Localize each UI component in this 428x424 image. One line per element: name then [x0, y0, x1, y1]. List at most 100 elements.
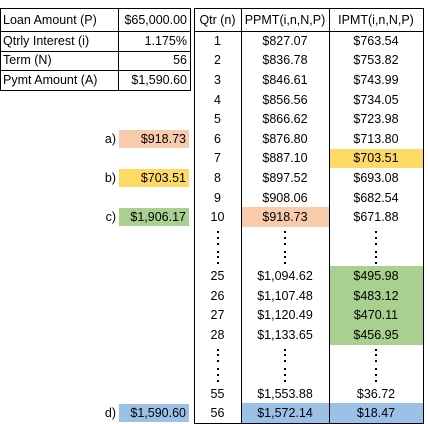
ipmt-cell: $495.98 — [329, 266, 423, 286]
ellipsis-dot — [375, 354, 377, 357]
input-label: Qtrly Interest (i) — [3, 33, 90, 48]
ellipsis-dot — [375, 230, 377, 233]
grid-line — [118, 8, 119, 90]
ppmt-cell: $1,107.48 — [257, 288, 313, 303]
ipmt-cell: $483.12 — [329, 285, 423, 306]
input-value: $65,000.00 — [124, 12, 187, 27]
ellipsis-dot — [375, 379, 377, 382]
ellipsis-dot — [216, 236, 219, 239]
ellipsis-dot — [216, 379, 219, 382]
ellipsis-dot — [216, 250, 219, 253]
input-value: 1.175% — [144, 33, 187, 48]
input-table-border — [0, 8, 191, 91]
ellipsis-dot — [216, 360, 219, 363]
qtr-cell: 27 — [210, 308, 225, 323]
ppmt-cell: $1,120.49 — [257, 308, 313, 323]
ellipsis-dot — [216, 368, 219, 371]
qtr-cell: 28 — [210, 327, 225, 342]
qtr-cell: 9 — [214, 190, 221, 205]
ppmt-cell: $827.07 — [262, 33, 308, 48]
ipmt-cell: $18.47 — [329, 403, 423, 423]
ipmt-cell: $470.11 — [329, 305, 423, 325]
qtr-cell: 4 — [214, 92, 221, 107]
ellipsis-dot — [284, 262, 286, 265]
qtr-cell: 5 — [214, 112, 221, 127]
ipmt-cell: $703.51 — [329, 148, 423, 169]
annotation-value: $703.51 — [118, 168, 190, 188]
ellipsis-dot — [375, 262, 377, 265]
qtr-cell: 3 — [214, 72, 221, 87]
annotation-label: b) — [104, 170, 116, 185]
ppmt-cell: $846.61 — [262, 72, 308, 87]
ellipsis-dot — [375, 348, 377, 351]
ppmt-cell: $908.06 — [262, 190, 308, 205]
ppmt-cell: $876.80 — [262, 131, 308, 146]
ellipsis-dot — [375, 368, 377, 371]
ppmt-cell: $1,572.14 — [241, 403, 329, 423]
ellipsis-dot — [284, 360, 286, 363]
ellipsis-dot — [284, 242, 286, 245]
ppmt-cell: $1,094.62 — [257, 268, 313, 283]
qtr-cell: 26 — [210, 288, 225, 303]
ppmt-cell: $836.78 — [262, 53, 308, 68]
input-value: 56 — [173, 53, 187, 68]
ellipsis-dot — [284, 256, 286, 259]
ipmt-cell: $713.80 — [353, 131, 399, 146]
ppmt-cell: $1,553.88 — [257, 386, 313, 401]
qtr-cell: 8 — [214, 170, 221, 185]
ellipsis-dot — [284, 379, 286, 382]
ipmt-cell: $682.54 — [353, 190, 399, 205]
input-label: Term (N) — [3, 53, 52, 68]
ipmt-cell: $734.05 — [353, 92, 399, 107]
ellipsis-dot — [216, 354, 219, 357]
ppmt-cell: $866.62 — [262, 112, 308, 127]
ellipsis-dot — [284, 236, 286, 239]
ppmt-cell: $1,133.65 — [257, 327, 313, 342]
annotation-label: d) — [104, 406, 116, 421]
column-header: Qtr (n) — [199, 12, 236, 27]
ellipsis-dot — [284, 354, 286, 357]
ppmt-cell: $856.56 — [262, 92, 308, 107]
ellipsis-dot — [216, 262, 219, 265]
grid-line — [0, 70, 190, 72]
annotation-label: c) — [105, 210, 116, 225]
ellipsis-dot — [375, 242, 377, 245]
ellipsis-dot — [375, 360, 377, 363]
ellipsis-dot — [284, 373, 286, 376]
ellipsis-dot — [284, 348, 286, 351]
column-header: IPMT(i,n,N,P) — [338, 12, 414, 27]
table-border — [194, 8, 424, 424]
ellipsis-dot — [284, 250, 286, 253]
annotation-value: $918.73 — [118, 129, 190, 149]
qtr-cell: 25 — [210, 268, 225, 283]
ppmt-cell: $887.10 — [262, 151, 308, 166]
ellipsis-dot — [375, 250, 377, 253]
qtr-cell: 55 — [210, 386, 225, 401]
ellipsis-dot — [375, 256, 377, 259]
ellipsis-dot — [216, 256, 219, 259]
qtr-cell: 10 — [210, 210, 225, 225]
annotation-label: a) — [104, 131, 116, 146]
ellipsis-dot — [216, 230, 219, 233]
ipmt-cell: $36.72 — [356, 386, 396, 401]
column-divider — [241, 8, 242, 423]
qtr-cell: 56 — [210, 406, 225, 421]
grid-line — [0, 50, 190, 52]
ipmt-cell: $456.95 — [329, 325, 423, 345]
ipmt-cell: $723.98 — [353, 112, 399, 127]
input-value: $1,590.60 — [131, 72, 187, 87]
ppmt-cell: $918.73 — [241, 207, 329, 227]
annotation-value: $1,590.60 — [118, 403, 190, 423]
ellipsis-dot — [216, 348, 219, 351]
grid-line — [0, 31, 190, 32]
header-divider — [194, 31, 423, 32]
ipmt-cell: $743.99 — [353, 72, 399, 87]
ipmt-cell: $693.08 — [353, 170, 399, 185]
ellipsis-dot — [284, 230, 286, 233]
qtr-cell: 6 — [214, 131, 221, 146]
ellipsis-dot — [284, 368, 286, 371]
column-header: PPMT(i,n,N,P) — [244, 12, 326, 27]
ppmt-cell: $897.52 — [262, 170, 308, 185]
qtr-cell: 2 — [214, 53, 221, 68]
